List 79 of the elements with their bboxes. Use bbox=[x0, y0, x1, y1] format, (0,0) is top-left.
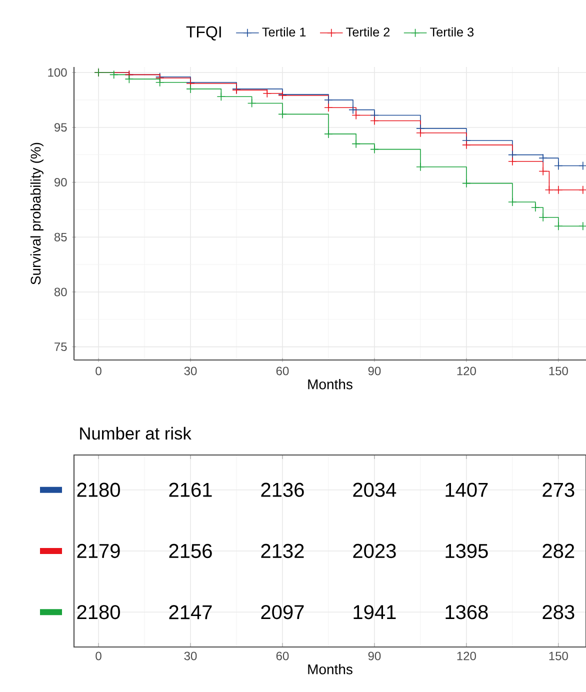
legend-title: TFQI bbox=[186, 26, 221, 40]
data-label: 282 bbox=[542, 544, 574, 558]
point bbox=[544, 186, 554, 194]
point bbox=[370, 144, 379, 154]
data-label: 2132 bbox=[261, 544, 304, 558]
point bbox=[508, 150, 517, 160]
point bbox=[538, 212, 548, 222]
x-tick-label: 60 bbox=[276, 366, 289, 376]
data-label: 1368 bbox=[446, 605, 488, 620]
x-tick-label: 120 bbox=[457, 652, 476, 660]
x-tick-label: 60 bbox=[276, 652, 289, 660]
point bbox=[578, 186, 586, 194]
x-tick-label: 90 bbox=[368, 366, 381, 376]
point bbox=[216, 92, 226, 102]
x-axis-title: Months bbox=[308, 379, 352, 390]
y-tick-label: 95 bbox=[54, 123, 67, 132]
point bbox=[247, 98, 256, 108]
point bbox=[554, 222, 563, 231]
data-label: 2097 bbox=[261, 605, 304, 620]
y-tick-label: 85 bbox=[54, 232, 67, 242]
data-label: 283 bbox=[542, 605, 574, 620]
y-tick-label: 100 bbox=[48, 68, 67, 77]
point bbox=[538, 166, 548, 176]
point bbox=[554, 186, 563, 194]
point bbox=[370, 110, 379, 120]
point bbox=[578, 161, 586, 170]
point bbox=[554, 161, 563, 170]
chart-title: Number at risk bbox=[80, 426, 192, 440]
x-tick-label: 0 bbox=[96, 652, 102, 660]
data-label: 1407 bbox=[446, 482, 488, 497]
data-label: 2180 bbox=[77, 605, 120, 620]
data-label: 2147 bbox=[169, 605, 212, 620]
y-tick-label: 75 bbox=[54, 342, 67, 352]
point bbox=[124, 74, 134, 84]
data-label: 2161 bbox=[169, 482, 212, 497]
x-tick-label: 0 bbox=[96, 366, 102, 376]
data-label: 2023 bbox=[353, 544, 396, 558]
point bbox=[508, 198, 517, 206]
data-label: 273 bbox=[542, 482, 574, 497]
x-tick-label: 120 bbox=[457, 366, 476, 376]
point bbox=[262, 88, 272, 98]
point bbox=[324, 130, 333, 138]
point bbox=[531, 203, 540, 212]
data-label: 2136 bbox=[261, 482, 304, 497]
x-tick-label: 30 bbox=[184, 366, 197, 376]
point bbox=[462, 178, 471, 188]
point bbox=[578, 222, 586, 231]
point bbox=[416, 162, 425, 172]
point bbox=[324, 96, 333, 104]
point bbox=[278, 110, 287, 119]
point bbox=[370, 116, 379, 126]
x-tick-label: 30 bbox=[184, 652, 197, 660]
point bbox=[352, 139, 360, 148]
point bbox=[538, 154, 548, 162]
data-label: 2179 bbox=[77, 544, 120, 558]
x-tick-label: 150 bbox=[549, 366, 568, 376]
data-label: 1395 bbox=[446, 544, 488, 558]
point bbox=[155, 78, 164, 87]
point bbox=[416, 128, 425, 138]
x-tick-label: 90 bbox=[368, 652, 381, 660]
point bbox=[186, 84, 195, 94]
data-label: 2034 bbox=[353, 482, 396, 497]
legend-label: Tertile 2 bbox=[346, 27, 390, 37]
legend-label: Tertile 3 bbox=[430, 27, 474, 37]
data-label: 1941 bbox=[354, 605, 396, 620]
point bbox=[109, 70, 118, 80]
point bbox=[352, 110, 360, 120]
point bbox=[324, 103, 333, 112]
point bbox=[508, 156, 517, 166]
point bbox=[348, 105, 358, 114]
y-axis-title: Survival probability (%) bbox=[30, 142, 44, 284]
x-tick-label: 150 bbox=[549, 652, 568, 660]
point bbox=[462, 140, 471, 150]
y-tick-label: 80 bbox=[54, 288, 67, 296]
legend-label: Tertile 1 bbox=[262, 27, 306, 37]
x-axis-title: Months bbox=[308, 664, 352, 674]
data-label: 2156 bbox=[169, 544, 212, 558]
data-label: 2180 bbox=[77, 482, 120, 497]
y-tick-label: 90 bbox=[54, 178, 67, 186]
